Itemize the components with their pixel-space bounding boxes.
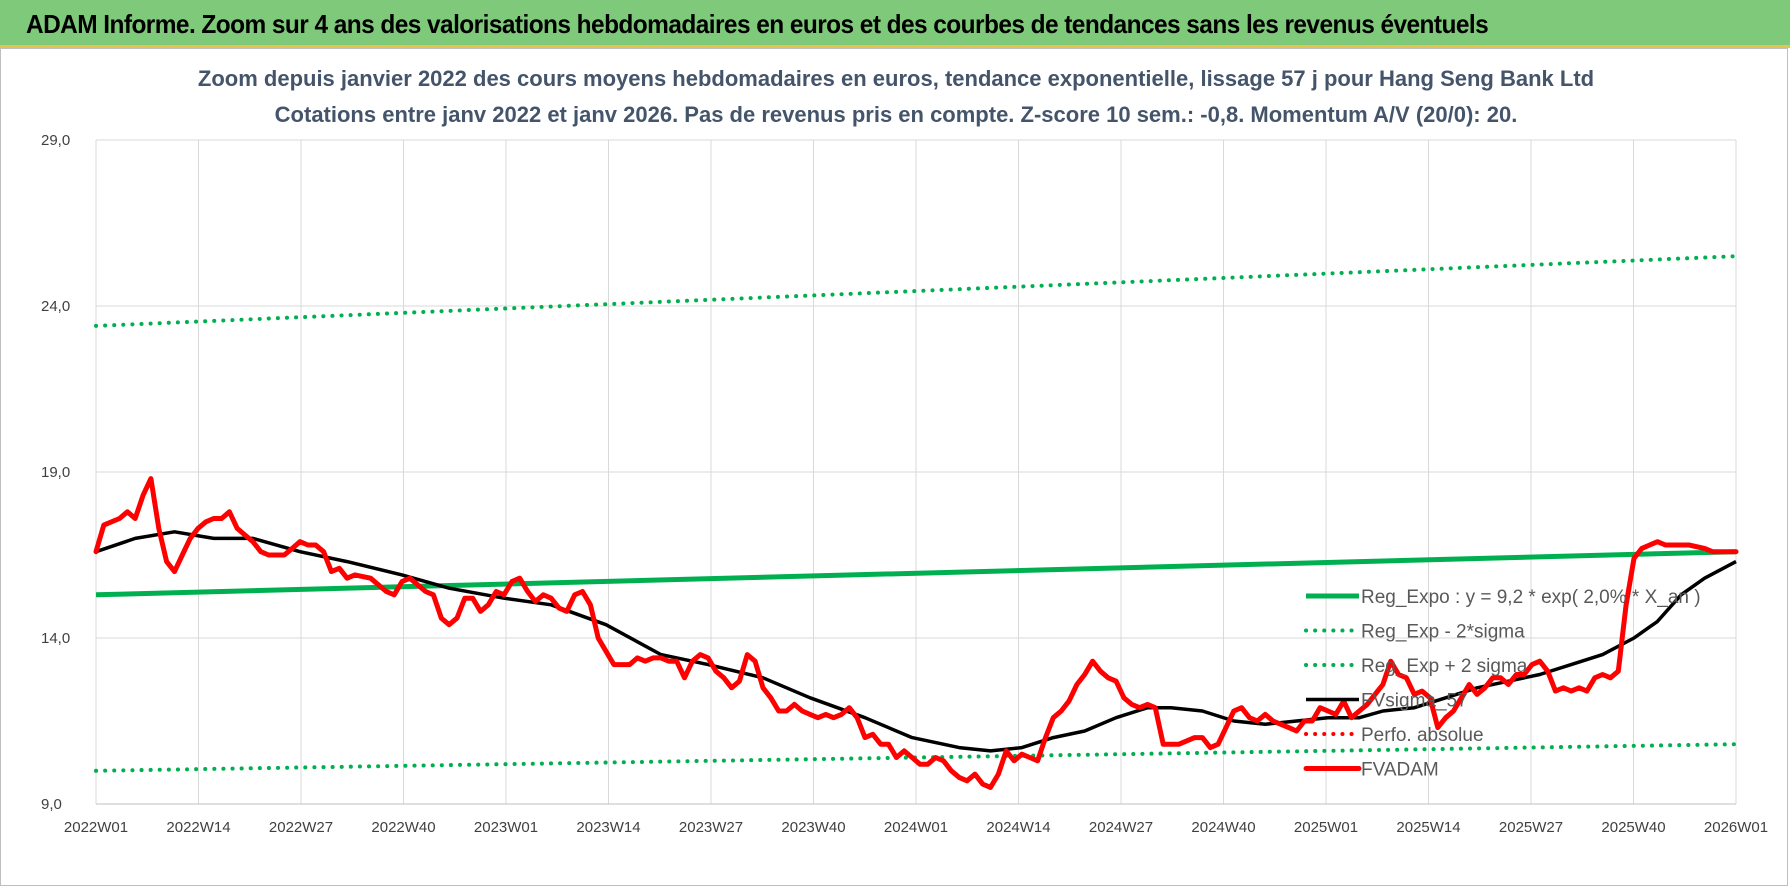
- y-tick-label: 19,0: [41, 464, 70, 481]
- series-reg-exp-2-sigma-line: [94, 254, 1738, 328]
- x-tick-label: 2024W14: [986, 819, 1050, 836]
- x-tick-label: 2024W01: [884, 819, 948, 836]
- x-tick-label: 2023W40: [781, 819, 845, 836]
- series-reg-exp-2-sigma-line: [94, 742, 1738, 773]
- x-tick-label: 2022W14: [166, 819, 230, 836]
- x-tick-label: 2025W27: [1499, 819, 1563, 836]
- x-axis-ticks: 2022W01 2022W14 2022W27 2022W40 2023W01 2023W…: [64, 819, 1768, 836]
- legend: Reg_Expo : y = 9,2 * exp( 2,0% * X_an ) R…: [1303, 587, 1701, 781]
- x-tick-label: 2023W27: [679, 819, 743, 836]
- series-fvadam-line: [93, 476, 1739, 790]
- x-tick-label: 2022W01: [64, 819, 128, 836]
- series-group: [93, 254, 1739, 790]
- x-tick-label: 2025W40: [1601, 819, 1665, 836]
- x-tick-label: 2025W01: [1294, 819, 1358, 836]
- legend-label: Reg_Exp - 2*sigma: [1361, 622, 1525, 643]
- series-reg-expo-y-9-2-exp-2-0-x-an-line: [95, 549, 1737, 598]
- legend-label: Perfo. absolue: [1361, 725, 1484, 746]
- line-chart: 9,0 14,0 19,0 24,0 29,0 2022W01 2022W14 2022W2…: [41, 66, 1768, 836]
- chart-title: Zoom depuis janvier 2022 des cours moyen…: [198, 66, 1594, 91]
- report-title: ADAM Informe. Zoom sur 4 ans des valoris…: [26, 9, 1489, 39]
- x-tick-label: 2026W01: [1704, 819, 1768, 836]
- chart-subtitle: Cotations entre janv 2022 et janv 2026. …: [275, 102, 1518, 127]
- x-tick-label: 2025W14: [1396, 819, 1460, 836]
- y-tick-label: 29,0: [41, 132, 70, 149]
- y-tick-label: 14,0: [41, 630, 70, 647]
- x-tick-label: 2023W14: [576, 819, 640, 836]
- grid: [95, 139, 1737, 805]
- x-tick-label: 2024W27: [1089, 819, 1153, 836]
- legend-label: FVADAM: [1361, 760, 1439, 781]
- header-banner: ADAM Informe. Zoom sur 4 ans des valoris…: [0, 0, 1790, 48]
- legend-label: Reg_Expo : y = 9,2 * exp( 2,0% * X_an ): [1361, 587, 1701, 608]
- chart-area: 9,0 14,0 19,0 24,0 29,0 2022W01 2022W14 2022W2…: [0, 48, 1788, 886]
- x-tick-label: 2024W40: [1191, 819, 1255, 836]
- legend-label: Reg_Exp + 2 sigma: [1361, 656, 1528, 677]
- series-fvsigma-57-line: [95, 530, 1737, 753]
- y-tick-label: 24,0: [41, 298, 70, 315]
- x-tick-label: 2022W40: [371, 819, 435, 836]
- y-axis-ticks: 9,0 14,0 19,0 24,0 29,0: [41, 132, 70, 813]
- x-tick-label: 2023W01: [474, 819, 538, 836]
- y-tick-label: 9,0: [41, 796, 62, 813]
- legend-label: FVsigma_57: [1361, 691, 1468, 712]
- x-tick-label: 2022W27: [269, 819, 333, 836]
